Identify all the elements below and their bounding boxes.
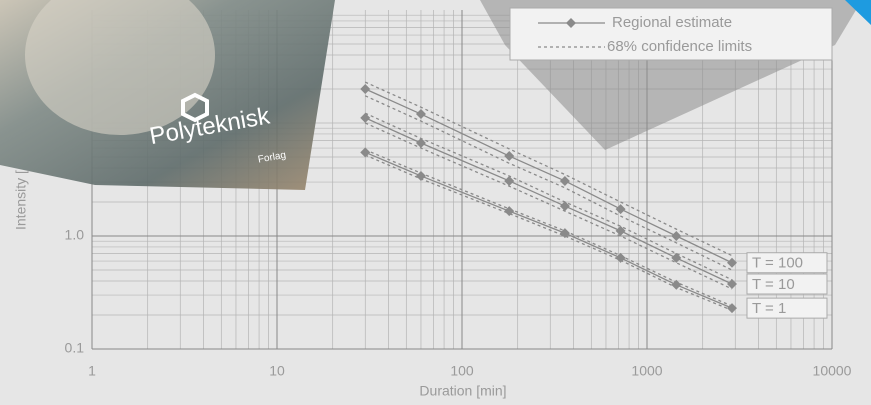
- legend-label: 68% confidence limits: [607, 38, 752, 55]
- x-tick-label: 10: [269, 363, 285, 379]
- y-tick-label: 0.1: [65, 340, 85, 356]
- x-tick-label: 1000: [631, 363, 662, 379]
- curve-label: T = 1: [752, 300, 786, 317]
- curve-label: T = 10: [752, 276, 795, 293]
- y-axis-label: Intensity [: [13, 170, 29, 230]
- x-tick-label: 1: [88, 363, 96, 379]
- page: 1 10 100 1000 10000 0.1 1.0 T = 100 T = 10 T = 1…: [0, 0, 871, 405]
- y-tick-label: 1.0: [65, 227, 85, 243]
- legend-label: Regional estimate: [612, 14, 732, 31]
- chart: 1 10 100 1000 10000 0.1 1.0 T = 100 T = 10 T = 1…: [0, 0, 871, 405]
- x-axis-label: Duration [min]: [419, 383, 506, 399]
- x-tick-label: 100: [450, 363, 474, 379]
- x-tick-label: 10000: [813, 363, 852, 379]
- curve-label: T = 100: [752, 255, 803, 272]
